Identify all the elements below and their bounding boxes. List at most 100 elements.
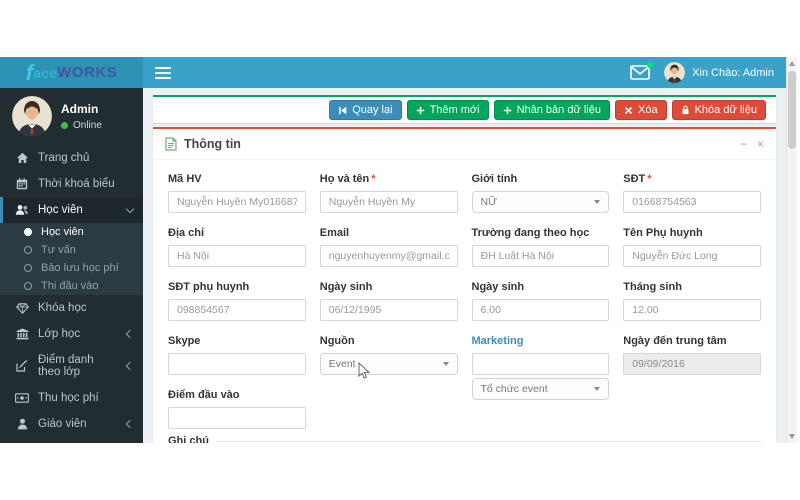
ngay-sinh-2-input[interactable] [471, 299, 610, 321]
delete-button[interactable]: Xóa [615, 100, 667, 120]
submenu-item-thi-dau-vao[interactable]: Thi đầu vào [0, 277, 143, 295]
to-chuc-event-select[interactable]: Tổ chức event [471, 378, 610, 400]
required-asterisk: * [647, 173, 652, 185]
dia-chi-input[interactable] [168, 245, 306, 267]
field-marketing: Marketing Tổ chức event [471, 334, 610, 400]
scroll-up-arrow-icon[interactable] [789, 61, 795, 66]
back-button[interactable]: Quay lại [329, 100, 402, 120]
thang-sinh-input[interactable] [623, 299, 761, 321]
add-new-button[interactable]: Thêm mới [406, 100, 489, 120]
submenu-item-hoc-vien[interactable]: Học viên [0, 223, 143, 241]
field-ten-phu-huynh: Tên Phụ huynh [623, 226, 761, 267]
sidebar: Admin Online Trang chủ Thời khoá biểu [0, 88, 143, 443]
submenu-item-tu-van[interactable]: Tư vấn [0, 241, 143, 259]
app-logo[interactable]: f ace WORKS [0, 57, 143, 88]
calendar-icon [15, 178, 29, 190]
top-bar: f ace WORKS Xin Chào: Admin [0, 57, 786, 88]
sidebar-item-kho[interactable]: Kho [0, 437, 143, 443]
field-truong-dang-theo-hoc: Trường đang theo học [471, 226, 610, 267]
sidebar-item-thu-hoc-phi[interactable]: Thu học phí [0, 385, 143, 411]
collapse-icon[interactable]: − [739, 137, 747, 151]
chevron-down-icon [442, 362, 449, 366]
required-asterisk: * [371, 173, 376, 185]
circle-o-icon [24, 246, 32, 254]
gem-icon [15, 302, 29, 314]
email-input[interactable] [319, 245, 458, 267]
sdt-input[interactable] [623, 191, 761, 213]
sidebar-toggle-icon[interactable] [155, 66, 171, 79]
sidebar-item-thoi-khoa-bieu[interactable]: Thời khoá biểu [0, 171, 143, 197]
sidebar-item-giao-vien[interactable]: Giáo viên [0, 411, 143, 437]
field-ho-va-ten: Họ và tên * [319, 172, 458, 213]
students-icon [15, 204, 29, 216]
gioi-tinh-select[interactable]: NỮ [471, 191, 610, 213]
ngay-den-trung-tam-input [623, 353, 761, 375]
sidebar-item-diem-danh-theo-lop[interactable]: Điểm danh theo lớp [0, 347, 143, 385]
divider [216, 440, 761, 442]
field-gioi-tinh: Giới tính NỮ [471, 172, 610, 213]
panel-title: Thông tin [184, 137, 241, 151]
circle-icon [24, 228, 32, 236]
nguon-select[interactable]: Event [319, 353, 458, 375]
field-skype: Skype [168, 334, 306, 375]
field-sdt: SĐT * [623, 172, 761, 213]
logo-face-text: ace [33, 64, 58, 81]
field-diem-dau-vao: Điểm đầu vào [168, 388, 306, 429]
marketing-link-label[interactable]: Marketing [471, 335, 524, 347]
sdt-phu-huynh-input[interactable] [168, 299, 306, 321]
messages-icon[interactable] [630, 61, 654, 81]
field-ngay-sinh: Ngày sinh [319, 280, 458, 321]
ten-phu-huynh-input[interactable] [623, 245, 761, 267]
field-nguon: Nguồn Event [319, 334, 458, 375]
close-icon[interactable]: × [756, 137, 764, 151]
diem-dau-vao-input[interactable] [168, 407, 306, 429]
sidebar-user-panel: Admin Online [0, 88, 143, 145]
scroll-down-arrow-icon[interactable] [789, 434, 795, 439]
money-icon [15, 393, 29, 403]
ma-hv-input[interactable] [168, 191, 306, 213]
field-email: Email [319, 226, 458, 267]
plus-icon [416, 106, 424, 114]
document-icon [165, 137, 177, 151]
sidebar-item-lop-hoc[interactable]: Lớp học [0, 321, 143, 347]
scrollbar[interactable] [786, 57, 797, 443]
main-content: Quay lại Thêm mới Nhân bản dữ liệu Xóa [143, 88, 786, 443]
greeting-text: Xin Chào: Admin [692, 66, 774, 79]
circle-o-icon [24, 264, 32, 272]
truong-input[interactable] [471, 245, 610, 267]
bank-icon [15, 328, 29, 340]
ghi-chu-section-header: Ghi chú [168, 435, 761, 443]
sidebar-item-trang-chu[interactable]: Trang chủ [0, 145, 143, 171]
field-thang-sinh: Tháng sinh [623, 280, 761, 321]
x-icon [624, 106, 633, 114]
duplicate-button[interactable]: Nhân bản dữ liệu [493, 100, 610, 120]
mouse-cursor [358, 362, 370, 379]
navbar: Xin Chào: Admin [143, 57, 786, 88]
teacher-icon [15, 418, 29, 430]
field-ngay-sinh-2: Ngày sinh [471, 280, 610, 321]
lock-data-button[interactable]: Khóa dữ liệu [671, 100, 766, 120]
marketing-input[interactable] [471, 353, 610, 375]
notification-badge [647, 61, 654, 68]
online-dot-icon [61, 121, 68, 129]
ngay-sinh-input[interactable] [319, 299, 458, 321]
sidebar-item-khoa-hoc[interactable]: Khóa học [0, 295, 143, 321]
submenu-hoc-vien: Học viên Tư vấn Bảo lưu học phí Thi đầu … [0, 223, 143, 295]
skype-input[interactable] [168, 353, 306, 375]
chevron-left-icon [125, 419, 135, 429]
app-window: f ace WORKS Xin Chào: Admin [0, 57, 797, 443]
circle-o-icon [24, 282, 32, 290]
field-ma-hv: Mã HV [168, 172, 306, 213]
sidebar-menu: Trang chủ Thời khoá biểu Học viên Học vi… [0, 145, 143, 443]
ho-va-ten-input[interactable] [319, 191, 458, 213]
sidebar-item-hoc-vien[interactable]: Học viên [0, 197, 143, 223]
scrollbar-thumb[interactable] [788, 71, 796, 149]
home-icon [15, 152, 29, 164]
lock-icon [682, 105, 689, 115]
chevron-down-icon [594, 200, 601, 204]
online-status: Online [73, 119, 102, 131]
avatar [664, 62, 686, 83]
chevron-left-icon [125, 329, 135, 339]
user-menu[interactable]: Xin Chào: Admin [664, 62, 774, 83]
submenu-item-bao-luu-hoc-phi[interactable]: Bảo lưu học phí [0, 259, 143, 277]
